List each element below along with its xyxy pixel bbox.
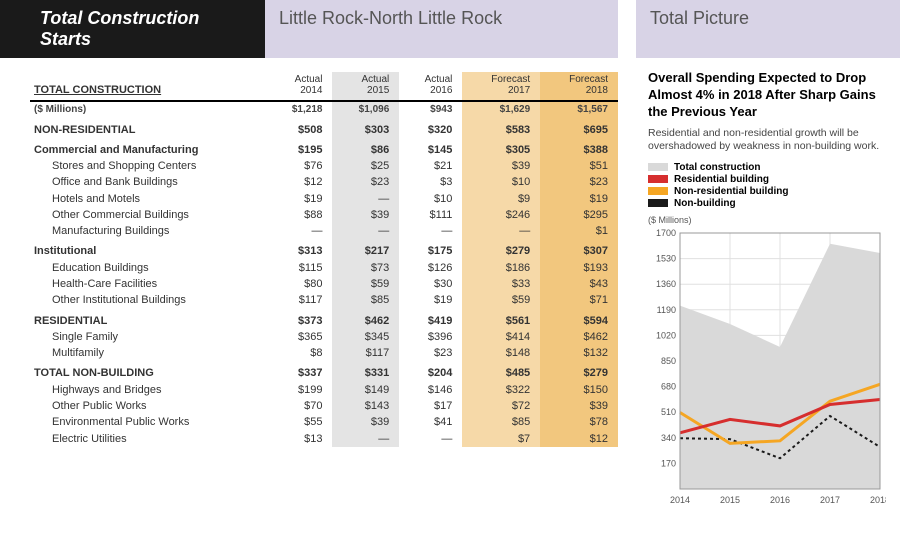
table-row: Commercial and Manufacturing$195$86$145$… (30, 138, 618, 158)
table-row: Electric Utilities$13——$7$12 (30, 430, 618, 446)
svg-text:1190: 1190 (657, 305, 676, 315)
chart-legend: Total constructionResidential buildingNo… (648, 162, 886, 209)
table-header-col: Actual2016 (399, 72, 462, 101)
data-table: TOTAL CONSTRUCTIONActual2014Actual2015Ac… (0, 58, 618, 512)
legend-label: Non-residential building (674, 186, 788, 197)
side-headline: Overall Spending Expected to Drop Almost… (648, 70, 886, 121)
table-row: Other Institutional Buildings$117$85$19$… (30, 292, 618, 308)
table-row: Other Public Works$70$143$17$72$39 (30, 398, 618, 414)
legend-swatch (648, 175, 668, 183)
svg-text:1700: 1700 (656, 228, 676, 238)
legend-label: Total construction (674, 162, 760, 173)
side-panel: Overall Spending Expected to Drop Almost… (636, 58, 900, 512)
table-row: Highways and Bridges$199$149$146$322$150 (30, 381, 618, 397)
svg-text:1360: 1360 (656, 279, 676, 289)
table-row: Other Commercial Buildings$88$39$111$246… (30, 207, 618, 223)
svg-text:2017: 2017 (820, 495, 840, 505)
header-title-black: Total Construction Starts (0, 0, 265, 58)
legend-item: Total construction (648, 162, 886, 173)
legend-label: Residential building (674, 174, 769, 185)
table-row: Education Buildings$115$73$126$186$193 (30, 259, 618, 275)
table-row: Office and Bank Buildings$12$23$3$10$23 (30, 174, 618, 190)
table-row: ($ Millions)$1,218$1,096$943$1,629$1,567 (30, 101, 618, 117)
svg-text:2015: 2015 (720, 495, 740, 505)
line-chart: 170 340 510 680 850 1020 1190 1360 1530 1700 2014 2… (648, 227, 886, 507)
svg-text:170: 170 (661, 458, 676, 468)
legend-label: Non-building (674, 198, 736, 209)
legend-item: Residential building (648, 174, 886, 185)
legend-item: Non-residential building (648, 186, 886, 197)
header-title-picture: Total Picture (636, 0, 900, 58)
svg-text:1020: 1020 (656, 330, 676, 340)
table-header-col: Actual2015 (332, 72, 399, 101)
legend-swatch (648, 187, 668, 195)
svg-text:510: 510 (661, 407, 676, 417)
svg-text:2016: 2016 (770, 495, 790, 505)
svg-text:2018: 2018 (870, 495, 886, 505)
svg-text:340: 340 (661, 433, 676, 443)
header-title-region: Little Rock-North Little Rock (265, 0, 618, 58)
chart-unit-label: ($ Millions) (648, 215, 886, 225)
table-header-col: Actual2014 (266, 72, 333, 101)
table-header-left: TOTAL CONSTRUCTION (30, 72, 266, 101)
table-row: Hotels and Motels$19—$10$9$19 (30, 190, 618, 206)
legend-item: Non-building (648, 198, 886, 209)
svg-text:2014: 2014 (670, 495, 690, 505)
table-row: Multifamily$8$117$23$148$132 (30, 345, 618, 361)
table-row: TOTAL NON-BUILDING$337$331$204$485$279 (30, 361, 618, 381)
table-row: Environmental Public Works$55$39$41$85$7… (30, 414, 618, 430)
table-row: Single Family$365$345$396$414$462 (30, 329, 618, 345)
table-row: Health-Care Facilities$80$59$30$33$43 (30, 276, 618, 292)
legend-swatch (648, 199, 668, 207)
svg-text:1530: 1530 (656, 254, 676, 264)
header-row: Total Construction Starts Little Rock-No… (0, 0, 900, 58)
table-header-col: Forecast2018 (540, 72, 618, 101)
svg-text:850: 850 (661, 356, 676, 366)
table-row: RESIDENTIAL$373$462$419$561$594 (30, 309, 618, 329)
table-row: Manufacturing Buildings————$1 (30, 223, 618, 239)
table-row: Institutional$313$217$175$279$307 (30, 239, 618, 259)
legend-swatch (648, 163, 668, 171)
side-subtext: Residential and non-residential growth w… (648, 127, 886, 154)
table-row: Stores and Shopping Centers$76$25$21$39$… (30, 158, 618, 174)
table-row: NON-RESIDENTIAL$508$303$320$583$695 (30, 118, 618, 138)
svg-text:680: 680 (661, 382, 676, 392)
table-header-col: Forecast2017 (462, 72, 540, 101)
